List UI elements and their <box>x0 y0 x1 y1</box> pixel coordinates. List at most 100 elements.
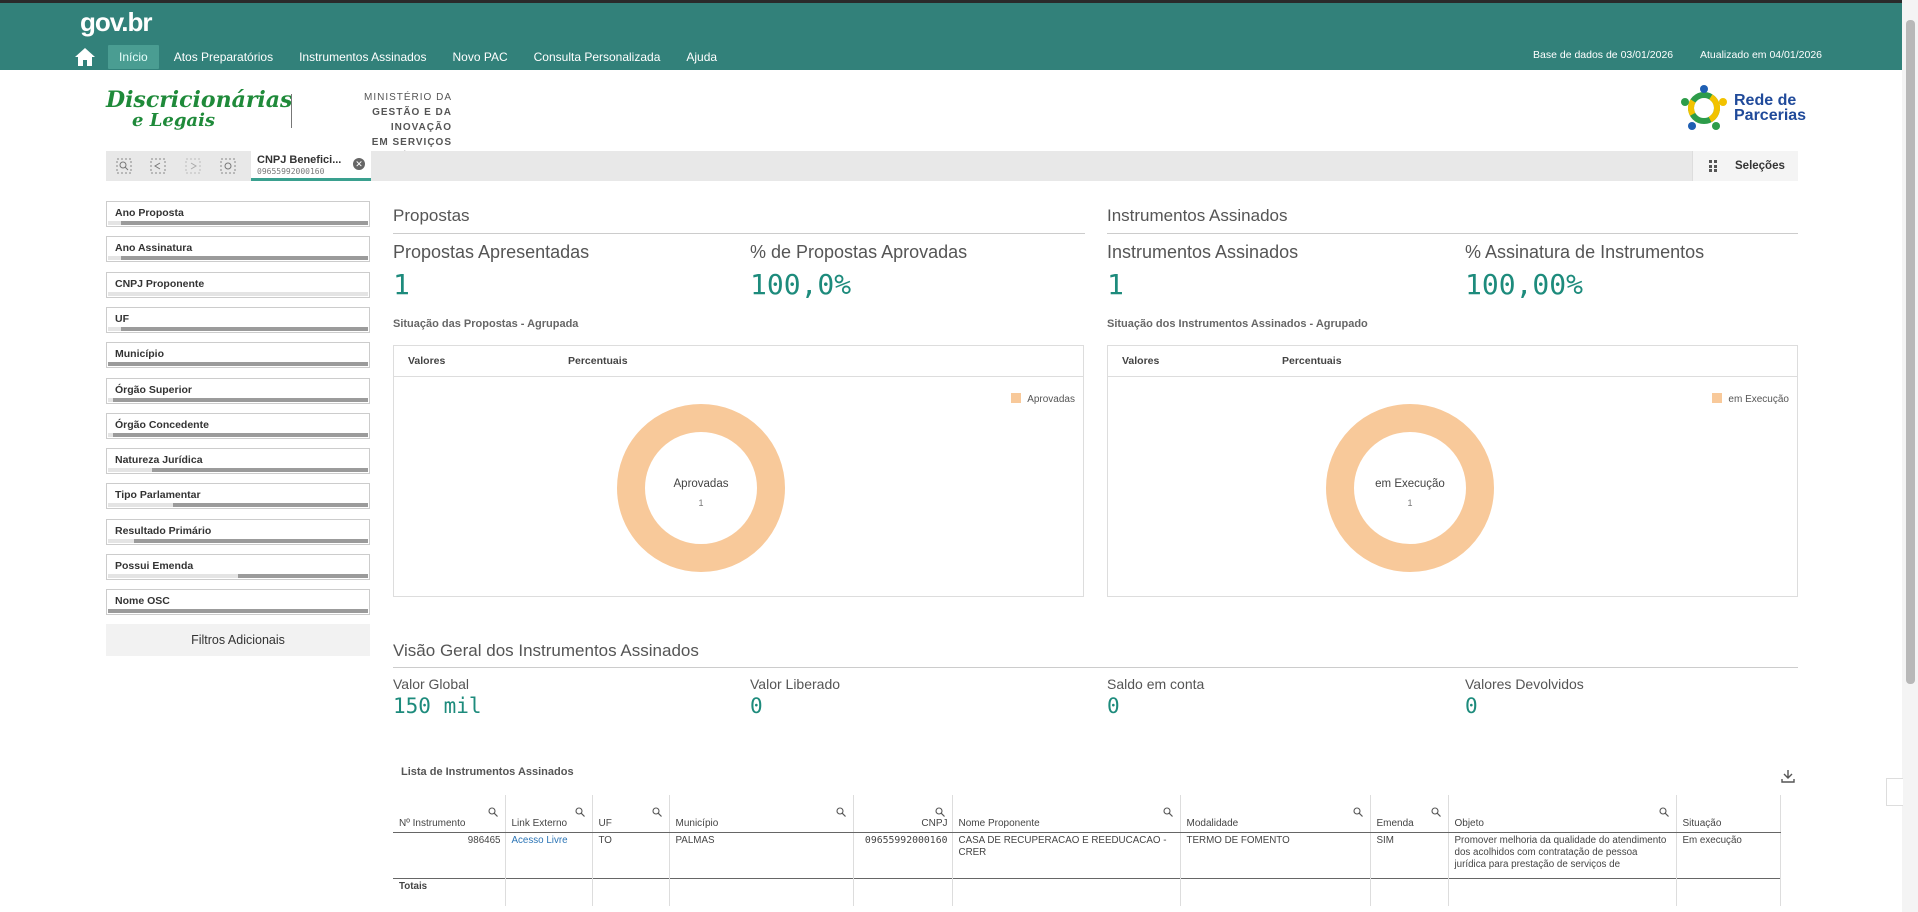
filter-ano-assinatura[interactable]: Ano Assinatura <box>106 236 370 263</box>
column-header-label: Modalidade <box>1186 818 1239 829</box>
instrumentos-chart-panel: Valores Percentuais em Execução em Execu… <box>1107 345 1798 597</box>
filter-state-fill <box>108 291 368 296</box>
table-row[interactable]: 986465 Acesso Livre TO PALMAS 0965599200… <box>393 832 1781 879</box>
nav-inicio[interactable]: Início <box>108 45 159 69</box>
saldo-em-conta-value: 0 <box>1107 694 1120 718</box>
home-icon[interactable] <box>74 47 96 67</box>
instrumentos-chart-tabs: Valores Percentuais <box>1108 346 1797 377</box>
filter-label: Possui Emenda <box>115 560 194 572</box>
donut-center-label: em Execução <box>1375 478 1445 490</box>
tab-valores[interactable]: Valores <box>408 355 446 367</box>
column-header-label: Link Externo <box>511 818 568 829</box>
filter-label: Resultado Primário <box>115 524 212 537</box>
filter-state-bar <box>108 256 368 261</box>
instrumentos-section-title: Instrumentos Assinados <box>1107 206 1288 225</box>
additional-filters-button[interactable]: Filtros Adicionais <box>106 624 370 656</box>
filter-nome-osc[interactable]: Nome OSC <box>106 589 370 616</box>
filter-label: Nome OSC <box>115 595 170 608</box>
filter-municipio[interactable]: Município <box>106 342 370 369</box>
filter-tipo-parlamentar[interactable]: Tipo Parlamentar <box>106 483 370 510</box>
search-icon[interactable] <box>1430 807 1441 817</box>
cell-modalidade: TERMO DE FOMENTO <box>1180 832 1371 879</box>
filter-state-bar <box>108 468 368 473</box>
propostas-legend[interactable]: Aprovadas <box>1011 393 1075 405</box>
chip-clear-icon[interactable]: ✕ <box>353 158 365 170</box>
column-header[interactable]: Modalidade <box>1180 795 1371 833</box>
selection-chip-cnpj[interactable]: CNPJ Benefici... 09655992000160 ✕ <box>251 151 371 181</box>
nav-novo-pac[interactable]: Novo PAC <box>452 50 508 64</box>
totals-empty <box>1180 878 1371 906</box>
filter-orgao-superior[interactable]: Órgão Superior <box>106 377 370 404</box>
instrumentos-chart-title: Situação dos Instrumentos Assinados - Ag… <box>1107 318 1368 330</box>
column-header[interactable]: Situação <box>1676 795 1781 833</box>
step-back-icon[interactable] <box>150 158 166 174</box>
nav-atos-preparatorios[interactable]: Atos Preparatórios <box>173 50 274 64</box>
filter-state-bar <box>108 538 368 543</box>
search-icon[interactable] <box>574 807 585 817</box>
filter-orgao-concedente[interactable]: Órgão Concedente <box>106 412 370 439</box>
side-panel-toggle[interactable] <box>1886 778 1903 806</box>
filter-state-fill <box>108 503 173 508</box>
search-icon[interactable] <box>487 807 498 817</box>
filter-label: Ano Assinatura <box>115 242 193 255</box>
filter-cnpj-proponente[interactable]: CNPJ Proponente <box>106 271 370 298</box>
cell-link-externo[interactable]: Acesso Livre <box>505 832 593 879</box>
column-header[interactable]: Emenda <box>1370 795 1449 833</box>
filter-resultado-primario[interactable]: Resultado Primário <box>106 518 370 545</box>
govbr-logo[interactable]: gov.br <box>80 7 153 37</box>
filter-state-fill <box>108 326 121 331</box>
propostas-donut-slice[interactable]: Aprovadas 1 <box>617 404 785 572</box>
filter-ano-proposta[interactable]: Ano Proposta <box>106 201 370 227</box>
instrumentos-legend[interactable]: em Execução <box>1712 393 1789 405</box>
cell-uf: TO <box>592 832 670 879</box>
instrumentos-divider <box>1107 233 1798 234</box>
search-icon[interactable] <box>1162 807 1173 817</box>
selections-grid-icon <box>1709 160 1717 172</box>
cell-municipio: PALMAS <box>669 832 854 879</box>
legend-swatch <box>1712 393 1723 403</box>
column-header[interactable]: Link Externo <box>505 795 593 833</box>
donut-center-value: 1 <box>698 498 704 508</box>
selections-button[interactable]: Seleções <box>1692 151 1798 181</box>
column-header[interactable]: Nome Proponente <box>952 795 1181 833</box>
ministry-line1: MINISTÉRIO DA <box>363 92 452 103</box>
search-icon[interactable] <box>934 807 945 817</box>
filter-label: Tipo Parlamentar <box>115 489 201 502</box>
nav-consulta-personalizada[interactable]: Consulta Personalizada <box>533 50 661 64</box>
nav-instrumentos-assinados[interactable]: Instrumentos Assinados <box>299 50 427 64</box>
page-scrollbar[interactable] <box>1902 0 1918 912</box>
search-icon[interactable] <box>835 807 846 817</box>
filter-state-bar <box>108 291 368 296</box>
logo-line1: Discricionárias <box>106 87 293 113</box>
nav-ajuda[interactable]: Ajuda <box>686 50 718 64</box>
download-icon[interactable] <box>1780 768 1796 784</box>
tab-percentuais[interactable]: Percentuais <box>568 355 628 367</box>
instrumentos-table: Nº Instrumento Link Externo UF Município CNP… <box>393 795 1781 906</box>
column-header[interactable]: Município <box>669 795 854 833</box>
filter-possui-emenda[interactable]: Possui Emenda <box>106 554 370 580</box>
donut-center-label: Aprovadas <box>673 478 729 490</box>
tab-valores[interactable]: Valores <box>1122 355 1160 367</box>
filter-uf[interactable]: UF <box>106 306 370 333</box>
valores-devolvidos-value: 0 <box>1465 694 1478 718</box>
scrollbar-thumb[interactable] <box>1906 20 1915 684</box>
smart-search-icon[interactable] <box>116 158 132 174</box>
tab-percentuais[interactable]: Percentuais <box>1282 355 1342 367</box>
valor-liberado-value: 0 <box>750 694 763 718</box>
filter-natureza-juridica[interactable]: Natureza Jurídica <box>106 448 370 475</box>
step-forward-icon[interactable] <box>185 158 201 174</box>
filter-state-bar <box>108 362 368 367</box>
search-icon[interactable] <box>1658 807 1669 817</box>
search-icon[interactable] <box>651 807 662 817</box>
totals-empty <box>1370 878 1449 906</box>
column-header[interactable]: UF <box>592 795 670 833</box>
search-icon[interactable] <box>1352 807 1363 817</box>
clear-selections-icon[interactable] <box>220 158 236 174</box>
cell-emenda: SIM <box>1370 832 1449 879</box>
valor-global-value: 150 mil <box>393 694 482 718</box>
column-header[interactable]: Nº Instrumento <box>393 795 506 833</box>
propostas-chart-tabs: Valores Percentuais <box>394 346 1083 377</box>
column-header[interactable]: CNPJ <box>853 795 953 833</box>
instrumentos-donut-slice[interactable]: em Execução 1 <box>1326 404 1494 572</box>
column-header[interactable]: Objeto <box>1448 795 1677 833</box>
